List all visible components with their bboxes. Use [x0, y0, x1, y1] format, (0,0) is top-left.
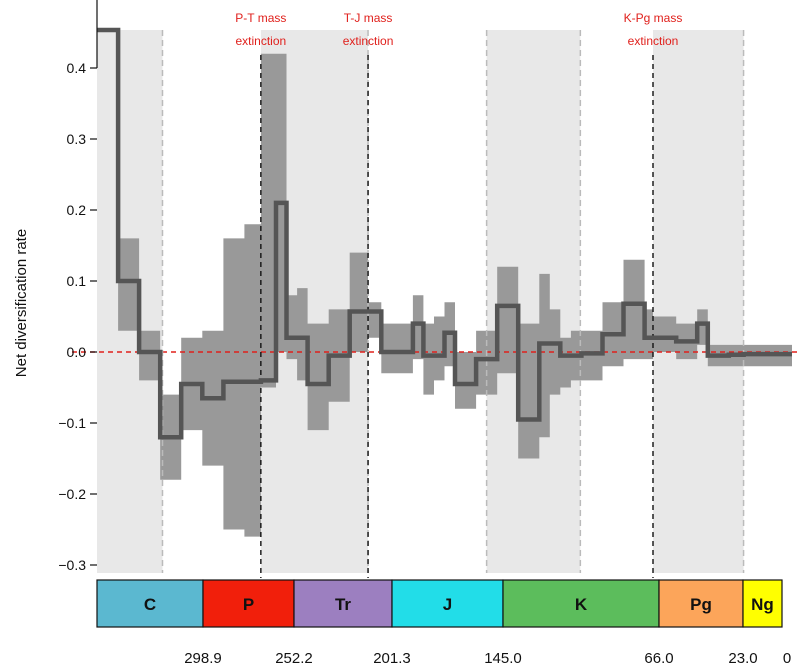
- y-tick-label: 0.3: [67, 131, 87, 147]
- period-box: [742, 579, 783, 628]
- age-label: 0: [783, 650, 791, 666]
- age-label: 201.3: [373, 650, 411, 666]
- period-label: K: [575, 595, 588, 614]
- age-labels: 298.9 252.2 201.3 145.0 66.0 23.0 0: [184, 650, 791, 666]
- period-label: C: [144, 595, 156, 614]
- extinction-annotations: P-T mass extinction T-J mass extinction K-Pg…: [235, 11, 682, 48]
- y-tick-label: 0.2: [67, 202, 87, 218]
- extinction-label-line1: T-J mass: [344, 11, 393, 25]
- rate-line: [97, 27, 792, 440]
- age-label: 145.0: [484, 650, 522, 666]
- y-axis: 0.4 0.3 0.2 0.1 0.0 −0.1 −0.2 −0.3: [58, 0, 98, 573]
- extinction-label-line2: extinction: [628, 34, 679, 48]
- y-axis-label: Net diversification rate: [13, 229, 30, 377]
- boundary-lines: [161, 30, 745, 578]
- extinction-label-line2: extinction: [343, 34, 394, 48]
- period-label: J: [443, 595, 452, 614]
- extinction-label-line1: K-Pg mass: [624, 11, 683, 25]
- period-box: [658, 579, 744, 628]
- confidence-band: [97, 30, 792, 537]
- y-tick-label: 0.1: [67, 273, 87, 289]
- y-tick-label: 0.0: [67, 344, 87, 360]
- shaded-band: [653, 30, 744, 573]
- confidence-ribbon: [97, 30, 792, 537]
- extinction-label-line2: extinction: [235, 34, 286, 48]
- y-tick-label: −0.3: [58, 557, 86, 573]
- age-label: 298.9: [184, 650, 222, 666]
- period-label: Ng: [751, 595, 774, 614]
- y-tick-label: −0.1: [58, 415, 86, 431]
- rate-line-group: [97, 27, 792, 440]
- age-label: 66.0: [644, 650, 673, 666]
- extinction-label-line1: P-T mass: [235, 11, 286, 25]
- y-tick-label: −0.2: [58, 486, 86, 502]
- period-bar: C P Tr J K Pg Ng: [96, 579, 783, 628]
- y-tick-label: 0.4: [67, 60, 87, 76]
- period-label: Tr: [335, 595, 351, 614]
- period-box: [202, 579, 295, 628]
- age-label: 23.0: [728, 650, 757, 666]
- period-box: [391, 579, 504, 628]
- age-label: 252.2: [275, 650, 313, 666]
- period-label: P: [243, 595, 254, 614]
- period-label: Pg: [690, 595, 712, 614]
- period-box: [96, 579, 204, 628]
- period-box: [293, 579, 393, 628]
